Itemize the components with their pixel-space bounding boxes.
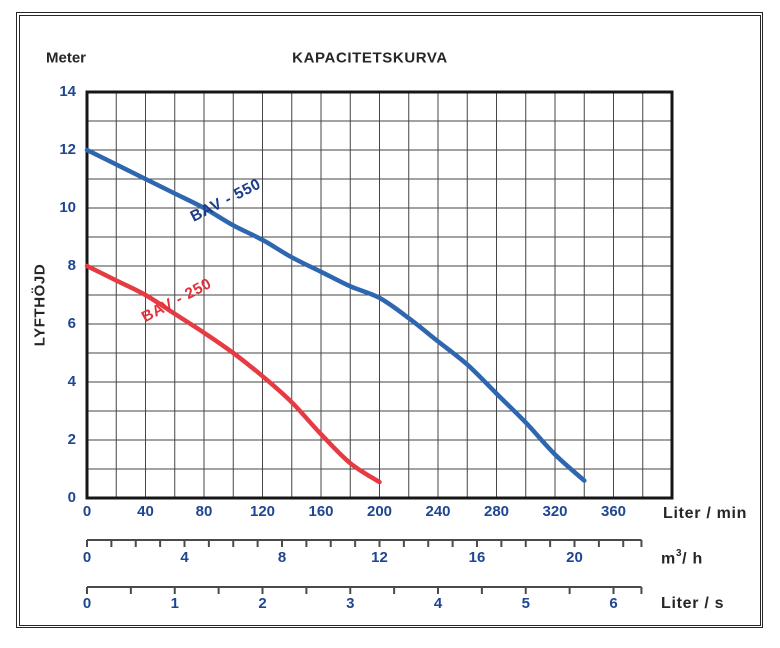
x-tick-label-m3h: 12 (371, 549, 388, 566)
m3h-base: m (661, 550, 676, 568)
x-tick-label-liters-min: 80 (195, 503, 213, 520)
y-tick-label: 4 (67, 373, 76, 390)
x-tick-label-liters-min: 40 (137, 503, 154, 520)
x-tick-label-liters-min: 240 (425, 503, 451, 520)
y-tick-label: 2 (67, 431, 76, 448)
x-tick-label-liters-s: 6 (609, 595, 618, 612)
x-axis-unit-liters-min: Liter / min (663, 505, 748, 522)
x-tick-label-m3h: 8 (277, 549, 287, 566)
x-tick-label-liters-s: 2 (258, 595, 267, 612)
y-tick-label: 14 (59, 83, 76, 100)
y-axis-unit-label: Meter (46, 49, 87, 67)
chart-frame (16, 12, 763, 628)
x-tick-label-liters-min: 360 (600, 503, 627, 520)
x-axis-unit-liters-s: Liter / s (661, 595, 725, 612)
y-tick-label: 10 (59, 199, 76, 216)
chart-frame-inner-border (18, 14, 761, 626)
curve-bav-250 (84, 263, 382, 485)
x-tick-label-liters-s: 4 (433, 595, 443, 612)
x-tick-label-liters-min: 0 (82, 503, 92, 520)
x-tick-label-liters-min: 200 (366, 503, 393, 520)
x-tick-label-liters-s: 5 (521, 595, 530, 612)
chart-title: KAPACITETSKURVA (292, 49, 448, 67)
x-tick-label-liters-s: 1 (170, 595, 179, 612)
x-tick-label-liters-min: 120 (249, 503, 276, 520)
y-tick-label: 12 (59, 141, 76, 158)
x-tick-label-liters-min: 280 (483, 503, 510, 520)
x-tick-label-m3h: 4 (180, 549, 189, 566)
m3h-superscript: 3 (675, 548, 683, 560)
y-tick-label: 0 (67, 489, 76, 506)
x-tick-label-m3h: 0 (82, 549, 92, 566)
y-tick-label: 8 (67, 257, 76, 274)
x-axis-unit-m3h: m3/ h (661, 548, 703, 568)
x-tick-label-m3h: 20 (566, 549, 583, 566)
x-tick-label-liters-min: 320 (542, 503, 568, 520)
x-tick-label-liters-min: 160 (308, 503, 334, 520)
x-tick-label-m3h: 16 (468, 549, 486, 566)
m3h-rest: / h (682, 550, 703, 568)
y-tick-label: 6 (67, 315, 76, 332)
curve-bav-550 (84, 147, 587, 483)
x-tick-label-liters-s: 0 (82, 595, 92, 612)
x-tick-label-liters-s: 3 (346, 595, 355, 612)
